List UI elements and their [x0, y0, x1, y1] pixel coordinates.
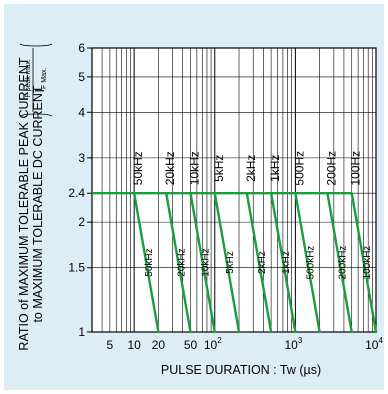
series-label-bottom: 2kHz [257, 251, 268, 274]
y-tick-label: 2 [78, 215, 85, 229]
y-fraction-numerator: IF peak max. [17, 59, 32, 101]
y-axis-label-line2: to MAXIMUM TOLERABLE DC CURRENT [31, 85, 45, 322]
series-label-bottom: 500kHz [305, 246, 316, 280]
series-label-top: 1kHz [268, 155, 282, 182]
y-tick-label: 6 [78, 41, 85, 55]
y-tick-label: 1 [78, 325, 85, 339]
series-line-100hz [350, 192, 378, 334]
series-label-bottom: 5kHz [225, 251, 236, 274]
series-line-200hz [326, 192, 353, 334]
x-tick-label: 20 [152, 338, 166, 352]
x-tick-label: 5 [107, 338, 114, 352]
series-label-bottom: 100kHz [362, 246, 373, 280]
x-axis-ticks: 5 10 20 50 102 103 104 [107, 336, 384, 352]
y-axis-label: RATIO of MAXIMUM TOLERABLE PEAK CURRENT … [17, 43, 53, 351]
x-tick-label: 103 [284, 336, 302, 352]
y-fraction-denominator: IF Max. [33, 68, 48, 93]
y-axis-ticks: 1 1.5 2 2.4 3 4 5 6 [68, 41, 92, 339]
plot-frame [91, 47, 377, 333]
x-tick-label: 10 [127, 338, 141, 352]
series-label-bottom: 20kHz [176, 248, 187, 276]
series-line-500hz [294, 192, 321, 334]
series-label-top: 2kHz [244, 155, 258, 182]
x-tick-label: 102 [204, 336, 222, 352]
series-label-top: 20kHz [163, 151, 177, 185]
series-label-bottom: 50kHz [144, 248, 155, 276]
series-label-bottom: 200kHz [338, 246, 349, 280]
chart-figure: 1 1.5 2 2.4 3 4 5 6 5 10 20 50 102 103 104 50kHz 50kHz… [4, 4, 384, 390]
series-label-top: 5kHz [212, 155, 226, 182]
series-line-10khz [189, 192, 216, 334]
y-tick-label: 2.4 [68, 186, 85, 200]
series-label-top: 500Hz [292, 151, 306, 186]
x-tick-label: 50 [184, 338, 198, 352]
y-axis-label-line1: RATIO of MAXIMUM TOLERABLE PEAK CURRENT [17, 57, 31, 350]
series-label-top: 100Hz [349, 151, 363, 186]
x-axis-label: PULSE DURATION : Tw (µs) [161, 363, 321, 377]
y-fraction-paren-close [19, 113, 53, 117]
series-lines [92, 192, 378, 334]
series-line-50khz [132, 192, 160, 334]
series-label-top: 50kHz [131, 151, 145, 185]
series-label-top: 10kHz [188, 151, 202, 185]
y-tick-label: 5 [78, 70, 85, 84]
y-axis-label-fraction: IF peak max. IF Max. [17, 43, 53, 117]
series-line-1khz [269, 192, 297, 334]
y-tick-label: 4 [78, 105, 85, 119]
series-line-5khz [213, 192, 241, 334]
series-line-2khz [245, 192, 273, 334]
series-label-bottom: 10kHz [201, 248, 212, 276]
y-fraction-paren-open [19, 43, 53, 47]
series-label-top: 200Hz [324, 151, 338, 186]
series-labels: 50kHz 50kHz 20kHz 20kHz 10kHz 10kHz 5kHz 5kHz 2k… [131, 151, 373, 280]
plot-area [92, 48, 376, 332]
x-tick-label: 104 [365, 336, 383, 352]
y-tick-label: 3 [78, 151, 85, 165]
series-line-20khz [165, 192, 192, 334]
series-label-bottom: 1kHz [281, 251, 292, 274]
y-tick-label: 1.5 [68, 261, 85, 275]
